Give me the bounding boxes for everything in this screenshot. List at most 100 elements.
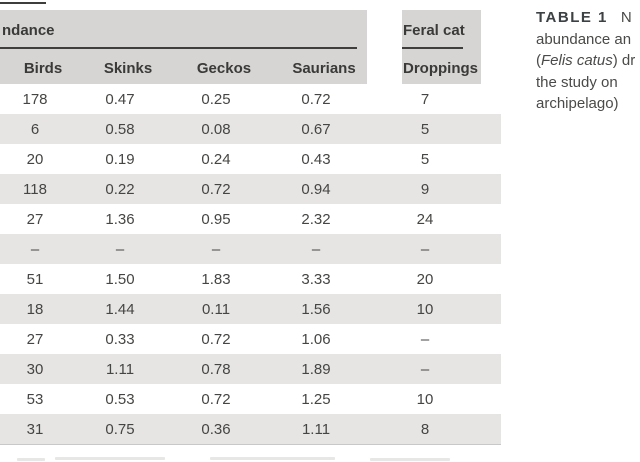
table-cell: 0.72 <box>201 390 231 408</box>
clipped-text-fragment <box>55 457 165 460</box>
table-row: 31 0.75 0.36 1.11 8 <box>0 414 501 445</box>
clipped-text-fragment <box>17 458 45 461</box>
caption-line: archipelago) <box>536 95 619 112</box>
table-cell: 3.33 <box>301 270 331 288</box>
table-cell: 1.89 <box>301 360 331 378</box>
caption-paren: ( <box>536 52 541 69</box>
table-row: – – – – – <box>0 234 501 264</box>
table-cell: 0.53 <box>105 390 135 408</box>
table-cell: – <box>115 240 125 258</box>
table-cell: – <box>420 360 430 378</box>
table-row: 18 1.44 0.11 1.56 10 <box>0 294 501 324</box>
table-cell: 0.25 <box>201 90 231 108</box>
table-cell: 178 <box>22 90 48 108</box>
table-row: 53 0.53 0.72 1.25 10 <box>0 384 501 414</box>
table-cell: 27 <box>26 210 44 228</box>
table-row: 30 1.11 0.78 1.89 – <box>0 354 501 384</box>
table-cell: 20 <box>26 150 44 168</box>
table-cell: 1.36 <box>105 210 135 228</box>
table-cell: 5 <box>420 150 430 168</box>
table-cell: – <box>311 240 321 258</box>
table-cell: 0.58 <box>105 120 135 138</box>
table-cell: 1.11 <box>301 420 331 438</box>
table-row: 6 0.58 0.08 0.67 5 <box>0 114 501 144</box>
table-cell: 0.36 <box>201 420 231 438</box>
table-cell: 0.33 <box>105 330 135 348</box>
table-cell: 0.78 <box>201 360 231 378</box>
column-header-row: Birds Skinks Geckos Saurians <box>8 60 378 77</box>
table-cell: 24 <box>416 210 434 228</box>
spanner-rule-left <box>0 47 357 49</box>
clipped-text-fragment <box>370 458 450 461</box>
column-header-saurians: Saurians <box>292 60 356 77</box>
table-cell: 0.43 <box>301 150 331 168</box>
caption-title-line: TABLE 1 N <box>536 7 640 29</box>
table-cell: 10 <box>416 390 434 408</box>
table-cell: 6 <box>30 120 40 138</box>
table-row: 20 0.19 0.24 0.43 5 <box>0 144 501 174</box>
column-header-geckos: Geckos <box>196 60 252 77</box>
table-caption: TABLE 1 N abundance an (Felis catus) dr t… <box>536 7 640 115</box>
caption-title-rest: N <box>620 9 632 26</box>
table-cell: 53 <box>26 390 44 408</box>
table-cell: 31 <box>26 420 44 438</box>
table-cell: – <box>30 240 40 258</box>
caption-species-name: Felis catus <box>541 52 613 69</box>
table-cell: 1.56 <box>301 300 331 318</box>
table-header-group-left: ndance Birds Skinks Geckos Saurians <box>0 10 367 85</box>
table-cell: 0.24 <box>201 150 231 168</box>
clipped-text-fragment <box>210 457 335 460</box>
table-cell: 2.32 <box>301 210 331 228</box>
table-cell: 0.72 <box>301 90 331 108</box>
table-cell: 20 <box>416 270 434 288</box>
table-cell: 5 <box>420 120 430 138</box>
table-row: 27 0.33 0.72 1.06 – <box>0 324 501 354</box>
table-cell: 0.08 <box>201 120 231 138</box>
table-cell: 0.94 <box>301 180 331 198</box>
table-cell: 27 <box>26 330 44 348</box>
table-cell: 1.11 <box>105 360 135 378</box>
table-cell: 1.83 <box>201 270 231 288</box>
table-cell: 1.25 <box>301 390 331 408</box>
table-cell: 51 <box>26 270 44 288</box>
caption-line: abundance an <box>536 30 632 48</box>
table-cell: 0.67 <box>301 120 331 138</box>
table-row: 118 0.22 0.72 0.94 9 <box>0 174 501 204</box>
table-cell: 9 <box>420 180 430 198</box>
caption-line-rest: ) dr <box>612 52 636 69</box>
spanner-rule-feral-cat <box>402 47 463 49</box>
table-cell: 8 <box>420 420 430 438</box>
table-cell: 7 <box>420 90 430 108</box>
table-cell: – <box>420 240 430 258</box>
column-header-birds: Birds <box>23 60 63 77</box>
table-cell: 0.47 <box>105 90 135 108</box>
column-header-skinks: Skinks <box>103 60 153 77</box>
table-cell: 1.44 <box>105 300 135 318</box>
table-cell: 10 <box>416 300 434 318</box>
table-body: 178 0.47 0.25 0.72 7 6 0.58 0.08 0.67 5 … <box>0 84 501 445</box>
table-cell: 0.11 <box>201 300 231 318</box>
table-cell: – <box>211 240 221 258</box>
table-cell: 118 <box>23 180 47 198</box>
table-cell: 1.06 <box>301 330 331 348</box>
table-cell: 0.72 <box>201 180 231 198</box>
table-cell: 18 <box>26 300 44 318</box>
table-cell: 0.19 <box>105 150 135 168</box>
spanner-label-abundance: ndance <box>2 22 55 39</box>
table-cell: 30 <box>26 360 44 378</box>
table-row: 51 1.50 1.83 3.33 20 <box>0 264 501 294</box>
caption-title: TABLE 1 <box>536 9 608 26</box>
table-cell: 0.22 <box>105 180 135 198</box>
table-row: 27 1.36 0.95 2.32 24 <box>0 204 501 234</box>
spanner-label-feral-cat: Feral cat <box>403 22 465 39</box>
table-cell: 0.75 <box>105 420 135 438</box>
column-header-droppings: Droppings <box>403 60 478 77</box>
table-row: 178 0.47 0.25 0.72 7 <box>0 84 501 114</box>
table-cell: – <box>420 330 430 348</box>
table-header-group-feral-cat: Feral cat Droppings <box>402 10 481 85</box>
caption-line: the study on <box>536 73 618 91</box>
table-cell: 0.72 <box>201 330 231 348</box>
table-cell: 1.50 <box>105 270 135 288</box>
table-top-rule-fragment <box>0 2 46 4</box>
